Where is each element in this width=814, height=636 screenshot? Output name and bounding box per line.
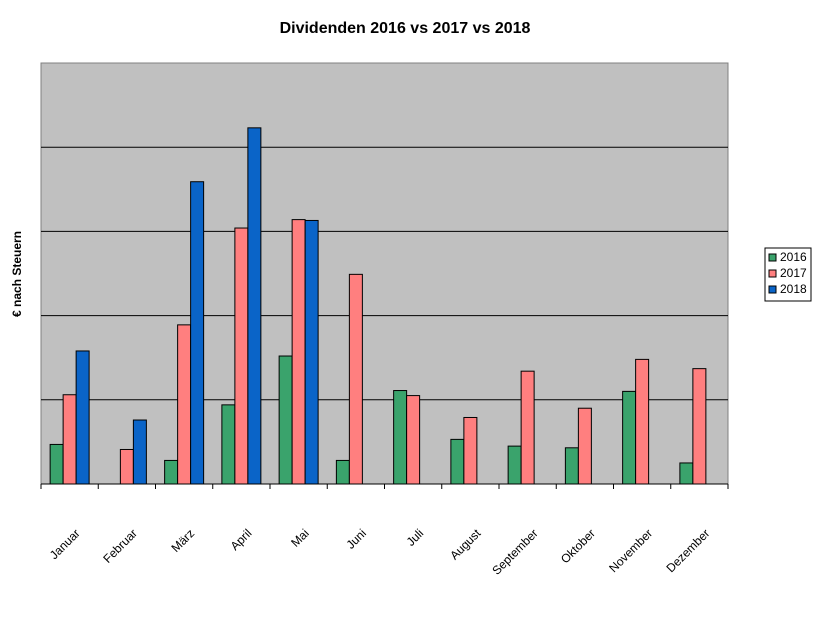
legend-label-2017: 2017 — [780, 266, 807, 280]
bar-2018-Mai — [304, 219, 319, 485]
x-tick-label: September — [489, 526, 540, 577]
x-tick-label: April — [228, 526, 255, 553]
legend-label-2016: 2016 — [780, 250, 807, 264]
x-axis-ticks — [40, 484, 729, 489]
x-tick-label: Oktober — [558, 526, 598, 566]
bar-2017-März — [177, 324, 192, 485]
bar-2018-Januar — [75, 350, 90, 485]
bar-2018-März — [190, 181, 205, 485]
x-tick-label: November — [606, 526, 655, 575]
bar-2016-Oktober — [564, 447, 579, 485]
bar-2016-Mai — [278, 355, 293, 485]
bar-2017-August — [463, 416, 478, 485]
bar-2017-Februar — [119, 448, 134, 485]
x-tick-label: Juli — [404, 526, 427, 549]
chart-title: Dividenden 2016 vs 2017 vs 2018 — [280, 20, 531, 37]
x-tick-label: Mai — [288, 526, 312, 550]
x-tick-label: Dezember — [663, 526, 712, 575]
legend-swatch-2018 — [768, 285, 777, 294]
x-tick-label: August — [447, 526, 484, 563]
bar-2016-Juni — [335, 459, 350, 485]
bar-2016-April — [221, 404, 236, 485]
bar-2018-April — [247, 127, 262, 485]
bars — [49, 127, 707, 485]
x-tick-label: Juni — [344, 526, 369, 551]
bar-2016-November — [622, 390, 637, 485]
x-axis-labels: Januar Februar März April Mai Juni Juli August S… — [47, 526, 713, 578]
bar-2018-Februar — [132, 419, 147, 485]
bar-2017-September — [520, 370, 535, 485]
bar-2016-August — [450, 438, 465, 485]
bar-2017-Oktober — [577, 407, 592, 485]
bar-2016-März — [164, 459, 179, 485]
bar-2017-April — [234, 227, 249, 485]
bar-2017-Mai — [291, 219, 306, 485]
x-tick-label: Januar — [47, 526, 83, 562]
gridlines — [41, 146, 728, 401]
y-axis-label: € nach Steuern — [10, 231, 24, 317]
bar-2016-Januar — [49, 443, 64, 485]
bar-2016-September — [507, 445, 522, 485]
bar-2017-Juli — [406, 395, 421, 485]
bar-2017-Dezember — [692, 368, 707, 485]
plot-area — [40, 62, 729, 485]
legend-label-2018: 2018 — [780, 282, 807, 296]
x-tick-label: Februar — [100, 526, 140, 566]
legend-swatch-2016 — [768, 253, 777, 262]
bar-2016-Dezember — [679, 462, 694, 485]
legend-swatch-2017 — [768, 269, 777, 278]
bar-2017-Januar — [62, 394, 77, 485]
x-tick-label: März — [168, 526, 197, 555]
bar-2017-November — [635, 358, 650, 485]
bar-2016-Juli — [393, 390, 408, 485]
legend: 2016 2017 2018 — [764, 247, 812, 302]
bar-2017-Juni — [348, 273, 363, 485]
